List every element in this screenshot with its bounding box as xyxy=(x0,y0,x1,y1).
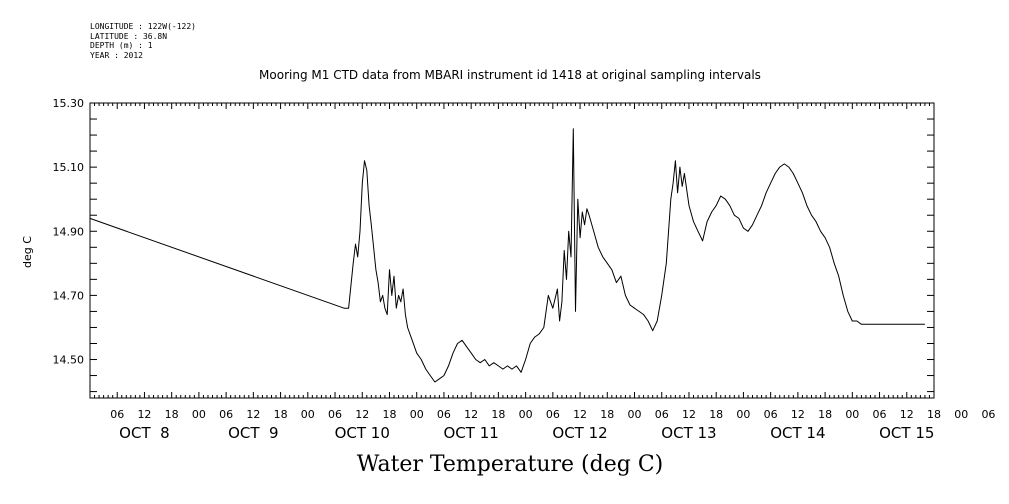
metadata-latitude: LATITUDE : 36.8N xyxy=(90,31,168,41)
x-hour-label: 12 xyxy=(682,408,696,421)
x-day-label: OCT 15 xyxy=(879,424,934,442)
y-tick-label: 15.30 xyxy=(53,97,85,110)
x-hour-label: 12 xyxy=(900,408,914,421)
x-hour-label: 18 xyxy=(382,408,396,421)
x-hour-label: 00 xyxy=(736,408,750,421)
x-hour-label: 06 xyxy=(546,408,560,421)
x-hour-label: 12 xyxy=(246,408,260,421)
metadata-depth: DEPTH (m) : 1 xyxy=(90,41,153,50)
x-hour-label: 06 xyxy=(219,408,233,421)
x-hour-label: 18 xyxy=(491,408,505,421)
x-day-label: OCT 8 xyxy=(119,424,170,442)
x-hour-label: 12 xyxy=(355,408,369,421)
y-tick-label: 14.70 xyxy=(53,289,85,302)
x-axis-label: Water Temperature (deg C) xyxy=(356,452,664,477)
x-hour-label: 18 xyxy=(165,408,179,421)
x-hour-label: 06 xyxy=(764,408,778,421)
y-axis-label: deg C xyxy=(21,236,34,268)
x-hour-label: 06 xyxy=(655,408,669,421)
x-hour-label: 12 xyxy=(791,408,805,421)
x-hour-label: 12 xyxy=(573,408,587,421)
x-hour-label: 00 xyxy=(628,408,642,421)
x-hour-label: 00 xyxy=(954,408,968,421)
x-hour-label: 06 xyxy=(873,408,887,421)
metadata-longitude: LONGITUDE : 122W(-122) xyxy=(90,22,196,31)
x-hour-label: 00 xyxy=(301,408,315,421)
x-hour-label: 00 xyxy=(519,408,533,421)
y-tick-label: 15.10 xyxy=(53,161,85,174)
series-line-0 xyxy=(89,128,925,383)
x-hour-label: 00 xyxy=(845,408,859,421)
x-hour-label: 12 xyxy=(137,408,151,421)
x-day-label: OCT 13 xyxy=(661,424,716,442)
x-day-label: OCT 14 xyxy=(770,424,825,442)
x-hour-label: 12 xyxy=(464,408,478,421)
x-hour-label: 06 xyxy=(110,408,124,421)
x-hour-label: 18 xyxy=(927,408,941,421)
axes-layer: 15.30 15.10 14.90 14.70 14.50 06 12 18 00 06 12 18 0… xyxy=(53,97,1009,442)
x-day-label: OCT 12 xyxy=(552,424,607,442)
x-hour-label: 06 xyxy=(328,408,342,421)
x-hour-label: 06 xyxy=(437,408,451,421)
x-hour-label: 06 xyxy=(981,408,995,421)
series-layer xyxy=(89,128,925,383)
x-day-label: OCT 10 xyxy=(335,424,390,442)
x-day-label: OCT 11 xyxy=(444,424,499,442)
x-hour-label: 00 xyxy=(192,408,206,421)
x-hour-label: 18 xyxy=(274,408,288,421)
metadata-block: LONGITUDE : 122W(-122) LATITUDE : 36.8N … xyxy=(90,22,196,60)
chart-title: Mooring M1 CTD data from MBARI instrumen… xyxy=(259,68,761,82)
metadata-year: YEAR : 2012 xyxy=(90,50,143,60)
x-day-label: OCT 9 xyxy=(228,424,279,442)
y-tick-label: 14.90 xyxy=(53,225,85,238)
x-hour-label: 18 xyxy=(600,408,614,421)
plot-frame xyxy=(89,102,935,399)
y-tick-label: 14.50 xyxy=(53,354,85,367)
x-hour-label: 18 xyxy=(818,408,832,421)
x-hour-label: 00 xyxy=(410,408,424,421)
x-hour-label: 18 xyxy=(709,408,723,421)
